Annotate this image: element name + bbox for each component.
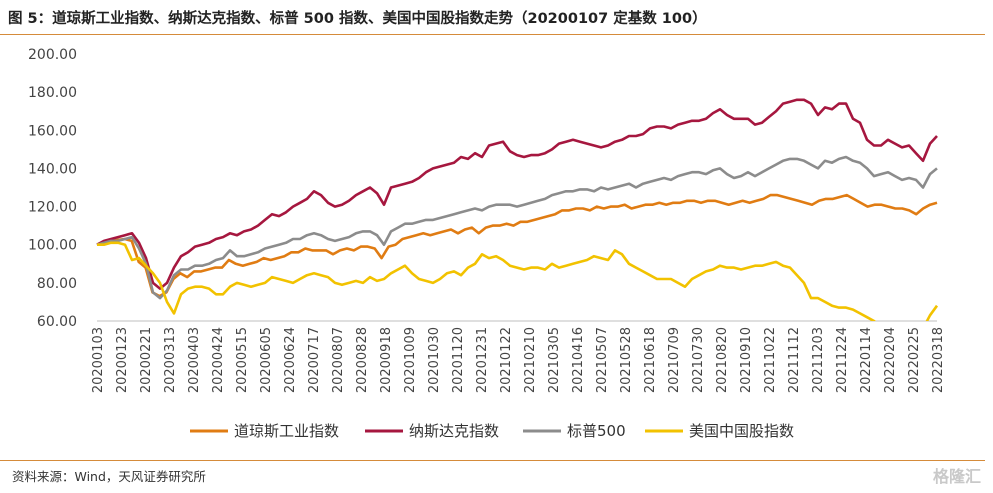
- top-divider: [0, 34, 985, 35]
- y-tick-label: 140.00: [28, 161, 77, 177]
- x-tick-label: 20200717: [307, 327, 322, 393]
- x-tick-label: 20200221: [139, 327, 154, 393]
- x-tick-label: 20200515: [235, 327, 250, 393]
- x-tick-label: 20210122: [499, 327, 514, 393]
- y-tick-label: 100.00: [28, 238, 77, 254]
- x-tick-label: 20201030: [427, 327, 442, 393]
- x-tick-label: 20200918: [379, 327, 394, 393]
- x-tick-label: 20200403: [187, 327, 202, 393]
- x-tick-label: 20210709: [667, 327, 682, 393]
- y-tick-label: 200.00: [28, 47, 77, 63]
- chart-title: 图 5：道琼斯工业指数、纳斯达克指数、标普 500 指数、美国中国股指数走势（2…: [8, 11, 707, 27]
- x-tick-label: 20211022: [763, 327, 778, 393]
- x-tick-label: 20210416: [571, 327, 586, 393]
- series-line-0: [96, 193, 938, 298]
- x-tick-label: 20200424: [211, 327, 226, 393]
- x-tick-label: 20200828: [355, 327, 370, 393]
- x-tick-label: 20210820: [715, 327, 730, 393]
- x-tick-label: 20201120: [451, 327, 466, 393]
- x-tick-label: 20211224: [835, 327, 850, 393]
- y-tick-label: 120.00: [28, 200, 77, 216]
- x-tick-label: 20210507: [595, 327, 610, 393]
- x-tick-label: 20210210: [523, 327, 538, 393]
- x-tick-label: 20210618: [643, 327, 658, 393]
- x-tick-label: 20211112: [787, 327, 802, 393]
- x-tick-label: 20220114: [859, 327, 874, 393]
- watermark-logo: 格隆汇: [932, 467, 981, 486]
- y-tick-label: 180.00: [28, 85, 77, 101]
- series-line-1: [96, 98, 938, 290]
- x-tick-label: 20200313: [163, 327, 178, 393]
- x-tick-label: 20210528: [619, 327, 634, 393]
- x-tick-label: 20210305: [547, 327, 562, 393]
- y-tick-label: 80.00: [37, 276, 77, 292]
- series-line-2: [96, 155, 938, 300]
- y-tick-label: 160.00: [28, 123, 77, 139]
- x-tick-label: 20220204: [883, 327, 898, 393]
- x-tick-label: 20220318: [931, 327, 946, 393]
- x-tick-label: 20200605: [259, 327, 274, 393]
- line-chart: 60.00 80.00 100.00 120.00 140.00 160.00 180.00…: [28, 47, 946, 440]
- x-tick-label: 20200807: [331, 327, 346, 393]
- legend-label-3: 美国中国股指数: [689, 422, 794, 440]
- x-tick-label: 20210910: [739, 327, 754, 393]
- x-tick-label: 20210730: [691, 327, 706, 393]
- x-tick-label: 20200123: [115, 327, 130, 393]
- x-tick-label: 20220225: [907, 327, 922, 393]
- x-tick-label: 20200624: [283, 327, 298, 393]
- legend-label-1: 纳斯达克指数: [409, 422, 499, 440]
- bottom-divider: [0, 460, 985, 461]
- legend-label-0: 道琼斯工业指数: [234, 422, 339, 440]
- x-tick-label: 20201231: [475, 327, 490, 393]
- y-tick-label: 60.00: [37, 314, 77, 330]
- series-line-3: [97, 241, 939, 321]
- source-note: 资料来源：Wind，天风证券研究所: [12, 469, 206, 484]
- x-tick-label: 20211203: [811, 327, 826, 393]
- x-tick-label: 20200103: [91, 327, 106, 393]
- legend-label-2: 标普500: [567, 422, 626, 440]
- x-tick-label: 20201009: [403, 327, 418, 393]
